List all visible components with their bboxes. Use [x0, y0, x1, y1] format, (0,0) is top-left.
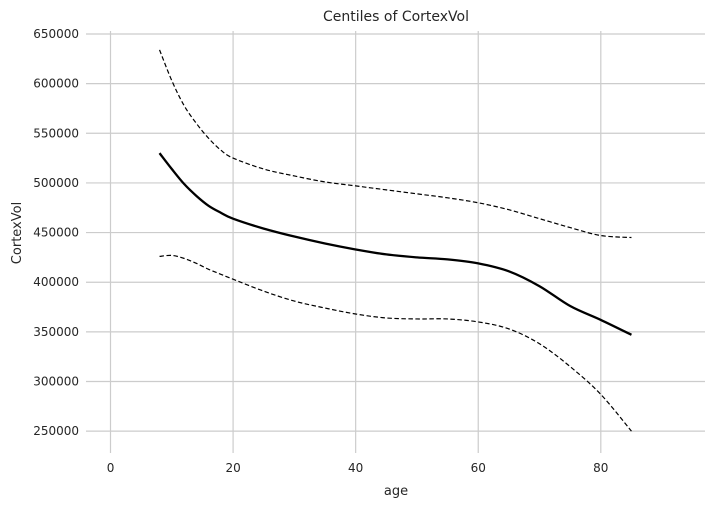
y-tick-label: 350000: [33, 325, 79, 339]
series-group: [158, 49, 632, 432]
x-tick-label: 60: [471, 461, 486, 475]
chart-title: Centiles of CortexVol: [323, 9, 469, 25]
upper-centile-line: [158, 49, 632, 239]
y-tick-label: 300000: [33, 375, 79, 389]
x-tick-labels: 0 20 40 60 80: [107, 461, 609, 475]
lower-centile-line: [159, 254, 632, 432]
y-tick-label: 450000: [33, 226, 79, 240]
x-tick-label: 0: [107, 461, 115, 475]
y-tick-label: 550000: [33, 126, 79, 140]
median-centile-line: [158, 152, 632, 336]
y-tick-label: 400000: [33, 275, 79, 289]
x-tick-label: 20: [225, 461, 240, 475]
y-tick-labels: 250000 300000 350000 400000 450000 500000 5500…: [33, 27, 79, 438]
x-tick-label: 80: [593, 461, 608, 475]
y-tick-label: 650000: [33, 27, 79, 41]
x-tick-label: 40: [348, 461, 363, 475]
y-axis-label: CortexVol: [10, 202, 25, 264]
y-tick-label: 500000: [33, 176, 79, 190]
grid: [86, 31, 705, 453]
x-axis-label: age: [384, 484, 408, 499]
y-tick-label: 250000: [33, 424, 79, 438]
y-tick-label: 600000: [33, 77, 79, 91]
